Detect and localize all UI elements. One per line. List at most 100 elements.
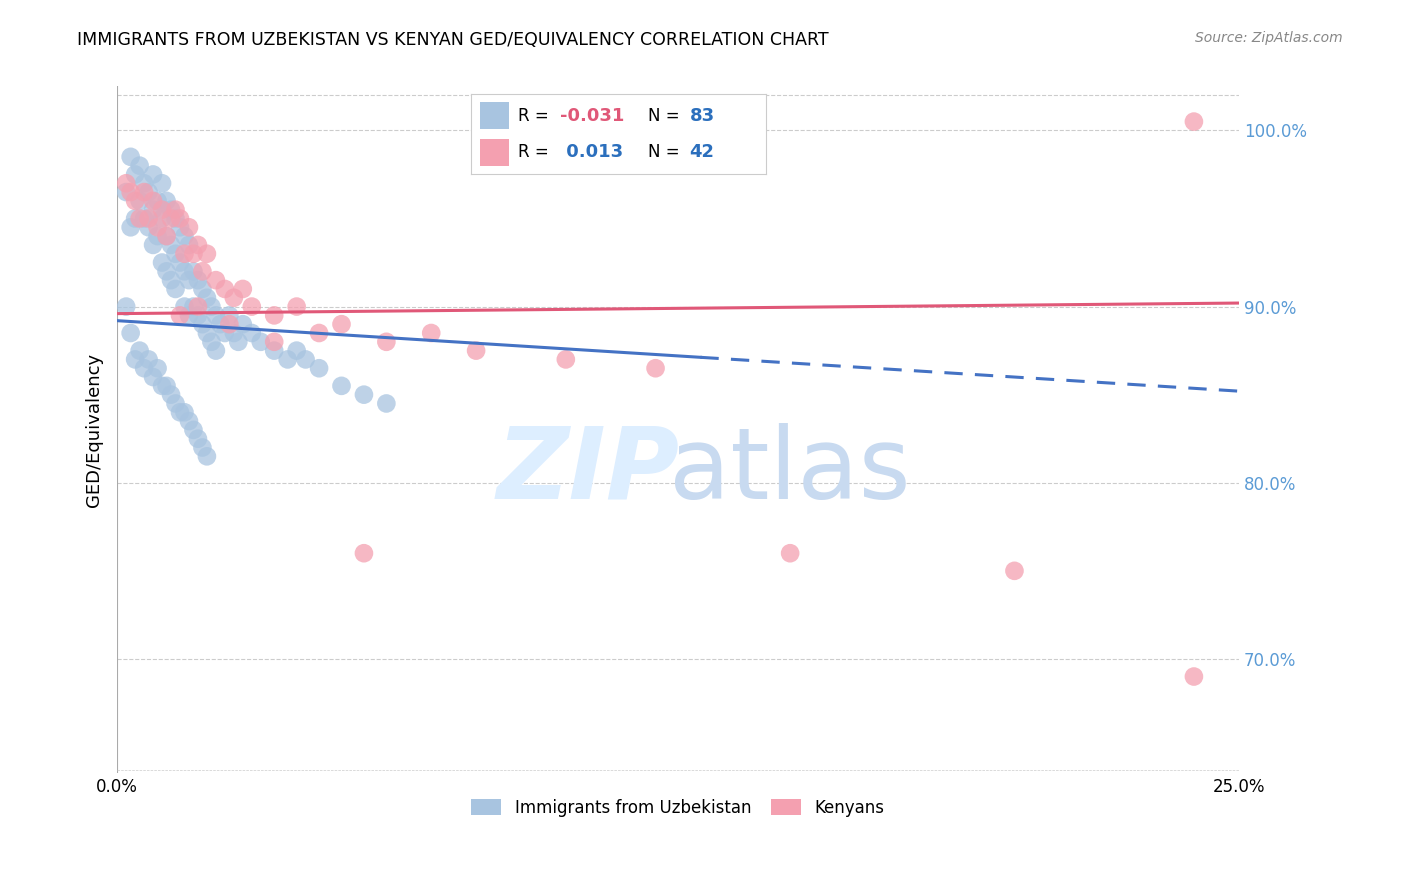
Point xyxy=(169,309,191,323)
Point xyxy=(138,185,160,199)
Point xyxy=(142,238,165,252)
Point xyxy=(187,300,209,314)
Point xyxy=(142,168,165,182)
Point xyxy=(177,220,200,235)
Point xyxy=(124,194,146,208)
Legend: Immigrants from Uzbekistan, Kenyans: Immigrants from Uzbekistan, Kenyans xyxy=(465,792,891,823)
Point xyxy=(228,334,250,349)
Point xyxy=(165,246,187,260)
Point xyxy=(195,246,218,260)
Point xyxy=(177,238,200,252)
Text: 83: 83 xyxy=(689,107,714,125)
Point xyxy=(120,220,142,235)
Point xyxy=(155,194,177,208)
Point xyxy=(191,264,214,278)
Point xyxy=(169,211,191,226)
Text: IMMIGRANTS FROM UZBEKISTAN VS KENYAN GED/EQUIVALENCY CORRELATION CHART: IMMIGRANTS FROM UZBEKISTAN VS KENYAN GED… xyxy=(77,31,830,49)
Point xyxy=(142,202,165,217)
Point xyxy=(146,361,169,376)
Point xyxy=(177,309,200,323)
Point xyxy=(183,423,205,437)
Point xyxy=(294,352,316,367)
Point xyxy=(165,282,187,296)
Point xyxy=(183,300,205,314)
Point xyxy=(644,361,666,376)
Text: N =: N = xyxy=(648,143,685,161)
Point xyxy=(115,176,138,190)
Point xyxy=(205,273,228,287)
Point xyxy=(214,282,236,296)
Point xyxy=(120,326,142,340)
Point xyxy=(177,414,200,428)
Point xyxy=(173,229,195,244)
Point xyxy=(353,546,375,560)
Point xyxy=(150,379,173,393)
Point xyxy=(124,168,146,182)
Point xyxy=(554,352,576,367)
Point xyxy=(779,546,801,560)
Text: R =: R = xyxy=(519,143,554,161)
Point xyxy=(218,309,240,323)
Point xyxy=(142,194,165,208)
Point xyxy=(200,300,222,314)
Text: -0.031: -0.031 xyxy=(560,107,624,125)
Point xyxy=(195,326,218,340)
Point xyxy=(173,300,195,314)
Text: R =: R = xyxy=(519,107,554,125)
Point xyxy=(232,282,254,296)
Text: N =: N = xyxy=(648,107,685,125)
Point xyxy=(150,255,173,269)
Point xyxy=(160,273,183,287)
Point xyxy=(132,185,155,199)
Point xyxy=(169,255,191,269)
Point xyxy=(160,387,183,401)
Point xyxy=(173,246,195,260)
Point xyxy=(375,396,398,410)
Point xyxy=(155,379,177,393)
Point xyxy=(169,220,191,235)
Point xyxy=(138,352,160,367)
Point xyxy=(214,326,236,340)
Point xyxy=(155,229,177,244)
Point xyxy=(115,185,138,199)
Point xyxy=(160,202,183,217)
Point xyxy=(187,238,209,252)
Point xyxy=(150,202,173,217)
Point xyxy=(120,185,142,199)
Point xyxy=(285,343,308,358)
Point xyxy=(128,211,150,226)
Point xyxy=(146,229,169,244)
Point xyxy=(330,317,353,331)
Point xyxy=(205,343,228,358)
Point xyxy=(285,300,308,314)
Text: atlas: atlas xyxy=(669,423,911,520)
Point xyxy=(232,317,254,331)
Point xyxy=(263,309,285,323)
Point xyxy=(240,300,263,314)
Y-axis label: GED/Equivalency: GED/Equivalency xyxy=(86,353,103,507)
Point xyxy=(191,282,214,296)
Point xyxy=(165,202,187,217)
Point xyxy=(1004,564,1026,578)
Point xyxy=(263,334,285,349)
Bar xyxy=(479,103,509,129)
Point xyxy=(124,211,146,226)
Point xyxy=(146,194,169,208)
Point xyxy=(146,220,169,235)
Point xyxy=(222,291,245,305)
Point xyxy=(169,405,191,419)
Point xyxy=(155,229,177,244)
Point xyxy=(263,343,285,358)
Point xyxy=(205,309,228,323)
Point xyxy=(222,326,245,340)
Point xyxy=(1182,114,1205,128)
Point xyxy=(183,246,205,260)
Point xyxy=(150,176,173,190)
Point xyxy=(173,264,195,278)
Point xyxy=(138,211,160,226)
Point xyxy=(183,264,205,278)
Point xyxy=(353,387,375,401)
Point xyxy=(1182,669,1205,683)
Point xyxy=(191,317,214,331)
Point xyxy=(142,370,165,384)
